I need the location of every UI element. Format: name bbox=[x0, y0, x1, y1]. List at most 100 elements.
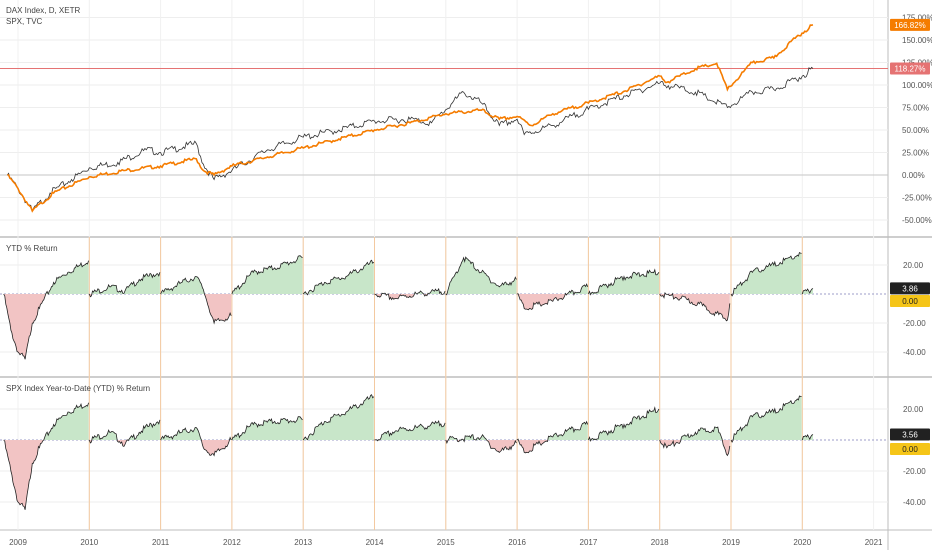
ytd-line bbox=[588, 406, 660, 442]
ytd-line bbox=[231, 416, 303, 441]
ytd-line bbox=[374, 287, 446, 301]
ytd-positive-area bbox=[89, 272, 160, 294]
x-axis-tick: 2019 bbox=[722, 538, 740, 547]
ytd-line bbox=[160, 276, 232, 325]
ytd-line bbox=[88, 419, 161, 448]
main-legend: DAX Index, D, XETR SPX, TVC bbox=[6, 5, 80, 27]
ytd-positive-area bbox=[445, 257, 517, 294]
ytd-line bbox=[302, 259, 375, 296]
ytd-line bbox=[445, 256, 517, 296]
spx-ytd-return-pane bbox=[3, 394, 814, 510]
ytd-positive-area bbox=[303, 260, 374, 294]
main-axis-tick: 175.00% bbox=[902, 14, 932, 23]
ytd-line bbox=[160, 426, 232, 457]
ytd-line bbox=[3, 260, 89, 360]
ytd-negative-area bbox=[659, 294, 730, 321]
ytd-positive-area bbox=[374, 421, 446, 440]
spx-ytd-axis-tick: -40.00 bbox=[903, 498, 926, 507]
spx-ytd-axis-tick: -20.00 bbox=[903, 467, 926, 476]
spx-ytd-zero-tag-bg bbox=[890, 443, 930, 455]
main-axis-tick: 25.00% bbox=[902, 149, 929, 158]
ytd-positive-area bbox=[517, 421, 588, 440]
ytd-axis-tick: -20.00 bbox=[903, 319, 926, 328]
x-axis-tick: 2013 bbox=[294, 538, 312, 547]
ytd-negative-area bbox=[160, 294, 232, 323]
x-axis-tick: 2016 bbox=[508, 538, 526, 547]
ytd-line bbox=[659, 426, 731, 457]
ytd-negative-area bbox=[3, 294, 89, 360]
ytd-negative-area bbox=[517, 440, 588, 453]
legend-dax: DAX Index, D, XETR bbox=[6, 6, 81, 15]
ytd-line bbox=[302, 394, 375, 441]
spx-ytd-pane-title: SPX Index Year-to-Date (YTD) % Return bbox=[6, 384, 151, 393]
spx-ytd-value-tag: 3.56 bbox=[902, 430, 918, 439]
ytd-positive-area bbox=[160, 427, 232, 440]
main-axis-tick: -25.00% bbox=[902, 194, 932, 203]
ytd-line bbox=[659, 292, 731, 322]
dax-line bbox=[6, 66, 814, 213]
ytd-line bbox=[374, 419, 446, 442]
ytd-positive-area bbox=[731, 252, 802, 294]
spx-line bbox=[7, 24, 814, 213]
ytd-pane-title: YTD % Return bbox=[6, 244, 58, 253]
legend-spx: SPX, TVC bbox=[6, 17, 43, 26]
spx-ytd-axis-tick: 20.00 bbox=[903, 405, 924, 414]
main-axis-tick: 100.00% bbox=[902, 81, 932, 90]
dax-price-tag: 118.27% bbox=[895, 65, 926, 74]
year-separators bbox=[88, 237, 803, 530]
x-axis-tick: 2021 bbox=[865, 538, 883, 547]
dax-price-tag-bg bbox=[890, 62, 930, 75]
grid-lines bbox=[0, 0, 888, 530]
spx-price-tag: 166.82% bbox=[894, 21, 926, 30]
main-price-lines bbox=[6, 24, 814, 213]
ytd-line bbox=[801, 434, 814, 441]
ytd-negative-area bbox=[517, 294, 588, 310]
ytd-negative-area bbox=[659, 440, 730, 456]
ytd-axis-tick: -40.00 bbox=[903, 348, 926, 357]
x-axis-tick: 2014 bbox=[366, 538, 384, 547]
main-axis-tick: -50.00% bbox=[902, 216, 932, 225]
x-axis-tick: 2011 bbox=[152, 538, 170, 547]
ytd-line bbox=[516, 283, 589, 311]
ytd-line bbox=[3, 402, 89, 510]
x-axis-tick: 2009 bbox=[9, 538, 27, 547]
x-axis-tick: 2018 bbox=[651, 538, 669, 547]
main-axis-tick: 150.00% bbox=[902, 36, 932, 45]
ytd-zero-tag: 0.00 bbox=[902, 297, 918, 306]
ytd-positive-area bbox=[374, 288, 446, 294]
ytd-line bbox=[516, 420, 589, 454]
ytd-return-pane bbox=[3, 252, 814, 360]
x-axis-tick: 2012 bbox=[223, 538, 241, 547]
ytd-value-tag-bg bbox=[890, 282, 930, 295]
ytd-positive-area bbox=[659, 427, 730, 440]
ytd-negative-area bbox=[445, 440, 517, 453]
spx-price-tag-bg bbox=[890, 18, 930, 31]
ytd-line bbox=[801, 288, 814, 295]
main-axis-tick: 75.00% bbox=[902, 104, 929, 113]
x-axis-tick: 2020 bbox=[793, 538, 811, 547]
spx-ytd-value-tag-bg bbox=[890, 428, 930, 441]
x-axis-tick: 2010 bbox=[80, 538, 98, 547]
x-axis-tick: 2015 bbox=[437, 538, 455, 547]
ytd-positive-area bbox=[160, 276, 232, 294]
ytd-positive-area bbox=[517, 284, 588, 294]
ytd-line bbox=[88, 272, 161, 298]
spx-ytd-zero-tag: 0.00 bbox=[902, 445, 918, 454]
ytd-positive-area bbox=[231, 255, 303, 294]
ytd-positive-area bbox=[3, 260, 89, 294]
ytd-negative-area bbox=[160, 440, 232, 456]
ytd-value-tag: 3.86 bbox=[902, 284, 918, 293]
ytd-negative-area bbox=[3, 440, 89, 510]
ytd-zero-tag-bg bbox=[890, 295, 930, 307]
ytd-line bbox=[730, 395, 802, 443]
x-axis-tick: 2017 bbox=[580, 538, 598, 547]
ytd-negative-area bbox=[89, 440, 160, 447]
ytd-axis-tick: 20.00 bbox=[903, 261, 924, 270]
main-axis-tick: 50.00% bbox=[902, 126, 929, 135]
ytd-line bbox=[588, 268, 660, 296]
price-tags: 166.82% 118.27% 3.86 0.00 3.56 0.00 bbox=[890, 18, 930, 455]
ytd-positive-area bbox=[231, 416, 303, 440]
ytd-positive-area bbox=[3, 402, 89, 440]
